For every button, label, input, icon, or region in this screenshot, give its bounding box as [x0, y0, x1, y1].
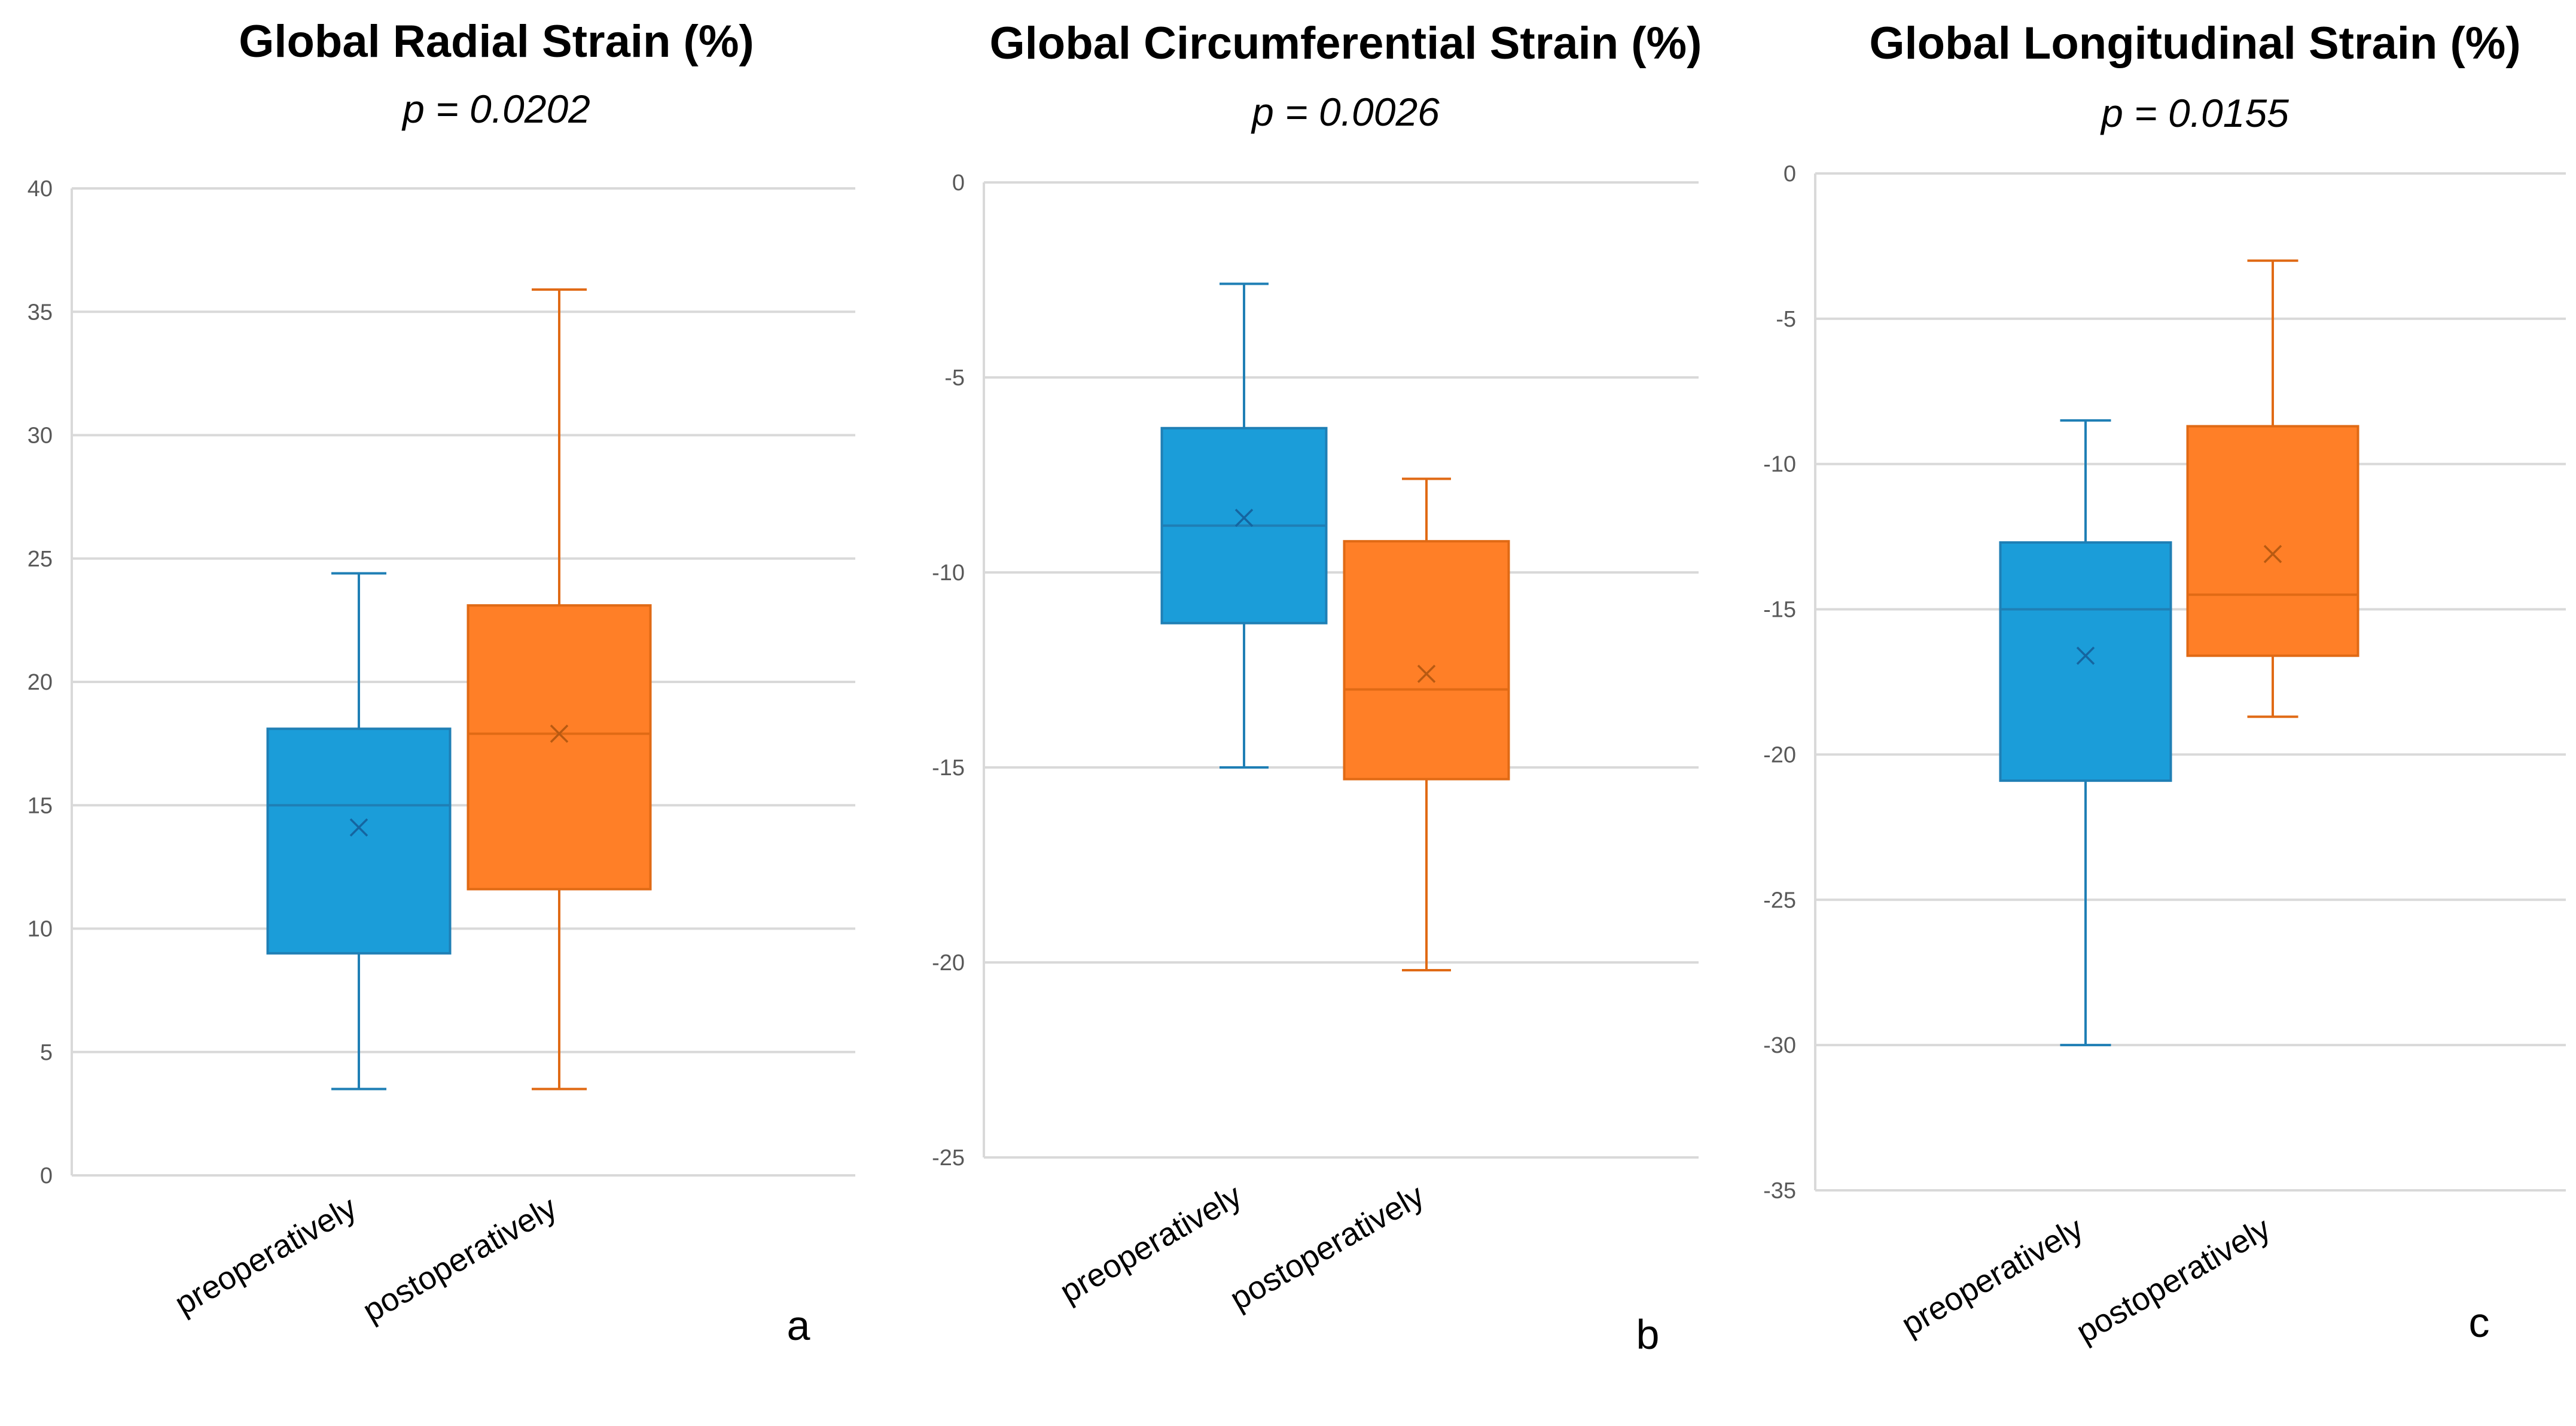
- chart-title: Global Longitudinal Strain (%): [1869, 18, 2520, 69]
- chart-panel-c: Global Longitudinal Strain (%) p = 0.0155…: [1763, 18, 2566, 1350]
- p-value: p = 0.0202: [401, 87, 590, 131]
- iqr-box: [467, 604, 652, 891]
- x-category-label: preoperatively: [169, 1189, 362, 1322]
- panel-label: c: [2469, 1299, 2490, 1346]
- y-tick-label: -15: [932, 755, 965, 781]
- iqr-box: [266, 727, 452, 955]
- y-tick-label: -35: [1763, 1178, 1796, 1203]
- x-category-label: postoperatively: [1224, 1177, 1430, 1317]
- y-tick-label: -25: [932, 1145, 965, 1171]
- box-postoperatively: [467, 288, 652, 1090]
- y-tick-label: -30: [1763, 1033, 1796, 1058]
- box-postoperatively: [2186, 259, 2359, 718]
- y-tick-label: -5: [1776, 307, 1796, 332]
- p-value: p = 0.0155: [2100, 91, 2289, 135]
- box-postoperatively: [1343, 477, 1510, 972]
- y-tick-label: 0: [952, 170, 965, 196]
- chart-panel-b: Global Circumferential Strain (%) p = 0.0…: [932, 18, 1702, 1358]
- x-category-label: postoperatively: [2070, 1210, 2276, 1350]
- y-tick-label: 0: [1784, 162, 1796, 187]
- y-tick-label: -10: [932, 560, 965, 586]
- y-tick-label: 20: [28, 670, 53, 695]
- box-preoperatively: [1999, 419, 2172, 1047]
- y-tick-label: 5: [40, 1040, 53, 1065]
- y-tick-label: 15: [28, 793, 53, 818]
- chart-title: Global Circumferential Strain (%): [990, 18, 1702, 69]
- y-tick-label: -15: [1763, 598, 1796, 623]
- y-tick-label: 0: [40, 1163, 53, 1189]
- x-category-label: preoperatively: [1054, 1177, 1248, 1310]
- mean-marker: [349, 818, 368, 837]
- panel-label: b: [1636, 1311, 1660, 1358]
- chart-title: Global Radial Strain (%): [239, 16, 754, 67]
- mean-marker: [1234, 508, 1254, 527]
- y-tick-label: -20: [1763, 742, 1796, 767]
- y-tick-label: 40: [28, 176, 53, 202]
- y-tick-label: -10: [1763, 452, 1796, 477]
- mean-marker: [2263, 545, 2282, 563]
- box-preoperatively: [266, 572, 452, 1090]
- mean-marker: [2076, 647, 2095, 665]
- mean-marker: [550, 724, 569, 743]
- iqr-box: [1999, 541, 2172, 782]
- x-category-label: postoperatively: [356, 1189, 563, 1329]
- p-value: p = 0.0026: [1251, 90, 1440, 134]
- y-tick-label: 10: [28, 917, 53, 942]
- y-tick-label: -5: [944, 365, 965, 391]
- y-tick-label: -20: [932, 950, 965, 976]
- box-preoperatively: [1160, 282, 1328, 769]
- iqr-box: [1343, 540, 1510, 781]
- iqr-box: [2186, 425, 2359, 657]
- y-tick-label: -25: [1763, 888, 1796, 913]
- x-category-label: preoperatively: [1895, 1210, 2089, 1343]
- y-tick-label: 25: [28, 547, 53, 572]
- chart-panel-a: Global Radial Strain (%) p = 0.0202 0 5 10 15…: [28, 16, 855, 1349]
- y-tick-label: 30: [28, 423, 53, 449]
- panel-label: a: [787, 1302, 810, 1349]
- y-tick-label: 35: [28, 300, 53, 325]
- mean-marker: [1417, 665, 1436, 683]
